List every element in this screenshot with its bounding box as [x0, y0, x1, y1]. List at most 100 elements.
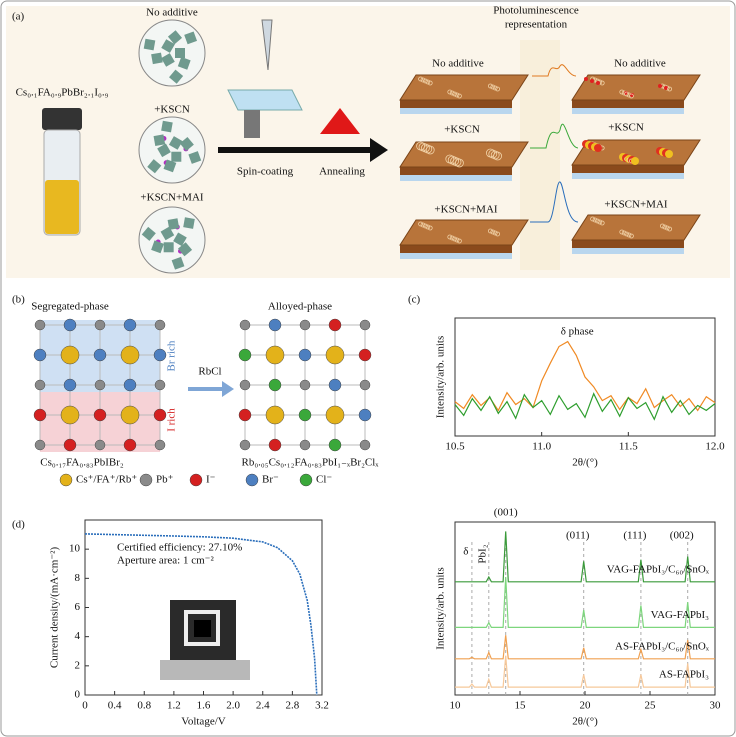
- grain: [427, 225, 433, 231]
- x-tick-label: 0.4: [108, 700, 122, 712]
- grain: [420, 222, 426, 228]
- ruler: [160, 660, 250, 680]
- crystal: [183, 217, 195, 229]
- process-arrow: [218, 138, 388, 162]
- atom: [265, 345, 285, 365]
- atom: [359, 439, 371, 451]
- formula: Rb₀.₀₅Cs₀.₁₂FA₀.₈₃PbI₁₋ₓBr₂Clₓ: [242, 457, 380, 469]
- x-tick-label: 2.0: [226, 700, 240, 712]
- series-label: VAG-FAPbI₃/C₆₀/SnOₓ: [607, 563, 710, 575]
- x-tick-label: 1.6: [197, 700, 211, 712]
- y-axis-label: Intensity/arb. units: [435, 567, 447, 650]
- region-label: Br rich: [166, 340, 178, 371]
- grain: [590, 216, 595, 222]
- plot-frame: [454, 317, 716, 437]
- data-line: [455, 531, 715, 583]
- crystal: [163, 242, 174, 253]
- crystal: [177, 56, 191, 70]
- grain: [619, 89, 625, 95]
- atom: [299, 439, 311, 451]
- device-aperture: [194, 620, 211, 637]
- atom: [265, 405, 285, 425]
- atom: [33, 348, 47, 362]
- grain: [597, 219, 603, 225]
- atom: [359, 319, 371, 331]
- solution-label: +KSCN: [154, 104, 190, 116]
- atom: [63, 318, 77, 332]
- crystal: [160, 226, 175, 241]
- annotation: Certified efficiency: 27.10%: [117, 542, 242, 554]
- film-top: [571, 139, 701, 166]
- region-label: I rich: [166, 408, 178, 432]
- x-tick-label: 0: [82, 700, 88, 712]
- y-axis-label: Intensity/arb. units: [435, 336, 447, 419]
- peak-label: (011): [566, 530, 590, 542]
- y-axis-label: Current density/(mA·cm⁻²): [49, 547, 61, 669]
- crystal: [161, 39, 175, 53]
- pl-curve: [532, 64, 577, 77]
- atom: [299, 319, 311, 331]
- x-axis-label: 2θ/(°): [572, 457, 598, 469]
- crystal: [163, 159, 177, 173]
- defect: [658, 84, 662, 88]
- crystal: [173, 232, 187, 247]
- grain: [425, 145, 435, 155]
- grain: [487, 83, 493, 89]
- peak-label: (111): [623, 530, 646, 542]
- crystal: [157, 143, 171, 158]
- x-axis-label: 2θ/(°): [572, 716, 598, 728]
- crystal: [175, 48, 185, 58]
- grain: [490, 84, 496, 90]
- atom: [298, 348, 312, 362]
- film-side: [400, 167, 512, 175]
- atom: [239, 319, 251, 331]
- atom: [93, 348, 107, 362]
- pipette: [261, 19, 273, 71]
- peak-label: PbI₂: [476, 544, 488, 563]
- crystal: [153, 134, 166, 147]
- legend-swatch: [59, 473, 73, 487]
- film-top: [571, 214, 701, 241]
- peak-label: δ: [463, 546, 468, 558]
- phase-title: Segregated-phase: [31, 301, 109, 313]
- atom: [238, 408, 252, 422]
- atom: [153, 408, 167, 422]
- x-tick-label: 10.5: [445, 441, 465, 453]
- film-label: +KSCN: [444, 124, 480, 136]
- solution-label: +KSCN+MAI: [140, 192, 203, 204]
- vial-cap: [42, 108, 82, 130]
- grain: [619, 229, 625, 235]
- grain: [487, 228, 493, 234]
- arrow-label: RbCl: [198, 366, 221, 378]
- vial-solution: [45, 180, 79, 234]
- grain: [425, 224, 431, 230]
- transform-arrow: [188, 381, 234, 397]
- x-tick-label: 1.2: [167, 700, 181, 712]
- grain: [629, 93, 634, 99]
- solution-circle: [138, 116, 206, 184]
- x-tick-label: 0.8: [137, 700, 151, 712]
- peak-label: (001): [494, 507, 518, 519]
- grain: [422, 223, 428, 229]
- annotation: δ phase: [561, 326, 594, 338]
- atom: [63, 438, 77, 452]
- series-label: AS-FAPbI₃: [659, 669, 709, 681]
- crystal: [167, 30, 183, 45]
- data-line: [455, 635, 715, 660]
- crystal: [161, 120, 173, 133]
- grain: [447, 89, 453, 95]
- atom: [299, 379, 311, 391]
- film-label: +KSCN+MAI: [604, 199, 667, 211]
- x-tick-label: 3.2: [315, 700, 329, 712]
- atom: [358, 408, 372, 422]
- peak-label: (002): [670, 530, 694, 542]
- grain: [629, 233, 634, 239]
- grain: [599, 80, 605, 86]
- phase-island: [631, 157, 639, 165]
- grain: [452, 236, 458, 242]
- atom: [63, 378, 77, 392]
- step-label: Spin-coating: [237, 166, 294, 178]
- atom: [328, 318, 342, 332]
- grain: [456, 93, 462, 99]
